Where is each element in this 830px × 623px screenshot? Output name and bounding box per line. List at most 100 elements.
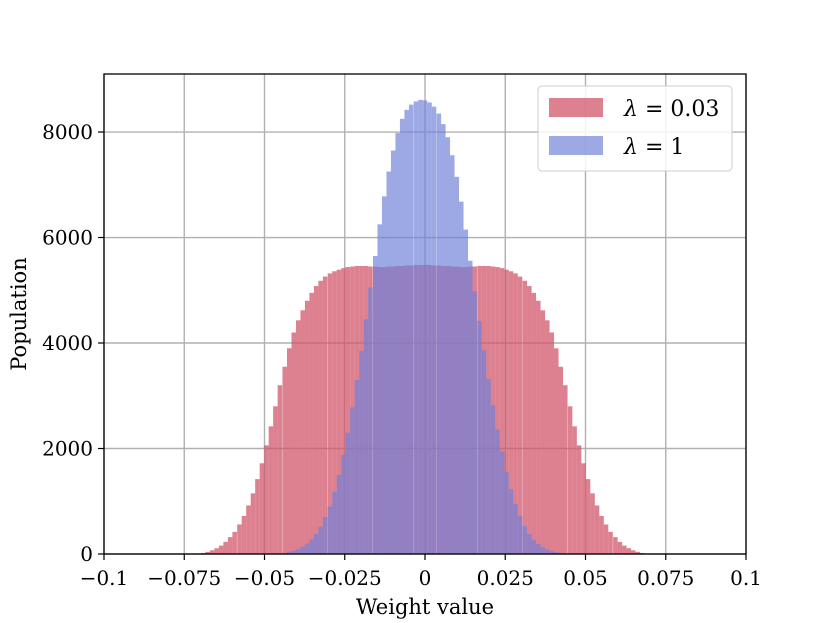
bar-series1-14 (341, 454, 346, 554)
bar-series0-76 (545, 320, 550, 554)
bar-series1-35 (436, 113, 442, 555)
y-tick-label: 4000 (42, 331, 93, 355)
bar-series0-10 (246, 505, 251, 554)
bar-series0-29 (332, 271, 337, 554)
bar-series0-68 (508, 271, 514, 554)
bar-series1-2 (286, 551, 292, 554)
bar-series0-22 (300, 310, 305, 554)
x-axis-label: Weight value (356, 595, 494, 619)
bar-series0-1 (205, 551, 210, 554)
bar-series0-70 (517, 276, 523, 554)
x-tick-label: 0 (419, 566, 432, 590)
bar-series0-13 (259, 463, 265, 554)
bar-series1-21 (372, 255, 378, 554)
bar-series0-73 (531, 292, 537, 554)
bar-series1-16 (350, 407, 355, 554)
bar-series1-42 (467, 260, 473, 554)
bar-series0-79 (558, 366, 564, 554)
bar-series0-17 (277, 385, 283, 554)
bar-series0-7 (232, 531, 237, 554)
x-tick-label: −0.1 (80, 566, 129, 590)
bar-series0-12 (255, 479, 260, 554)
bar-series0-85 (585, 479, 591, 554)
bar-series0-18 (282, 366, 287, 554)
bar-series0-89 (603, 524, 609, 554)
bar-series1-52 (513, 503, 518, 554)
bar-series1-25 (390, 150, 396, 554)
bar-series1-30 (413, 101, 419, 554)
bar-series1-11 (327, 506, 333, 554)
bar-series0-14 (264, 445, 269, 554)
bar-series0-4 (218, 545, 224, 554)
bar-series0-6 (227, 537, 233, 554)
bar-series1-59 (545, 549, 550, 554)
bar-series0-5 (223, 541, 228, 554)
bar-series1-23 (381, 196, 387, 554)
x-tick-label: −0.075 (147, 566, 221, 590)
bar-series1-60 (549, 551, 555, 554)
bar-series0-80 (563, 385, 568, 554)
bar-series1-33 (427, 102, 432, 554)
bar-series1-19 (363, 319, 369, 554)
bar-series1-46 (486, 378, 491, 554)
bar-series1-57 (536, 543, 541, 554)
bar-series1-48 (495, 429, 500, 554)
bar-series1-32 (422, 100, 428, 554)
bar-series1-8 (313, 533, 319, 554)
bar-series1-44 (477, 320, 482, 554)
legend-value: = 0.03 (638, 97, 719, 122)
axis-ticks: −0.1 −0.075 −0.05 −0.025 0 0.025 0.05 0.075 0.1 0… (42, 120, 762, 590)
bar-series0-69 (513, 273, 518, 554)
bar-series0-83 (576, 445, 582, 554)
bar-series1-9 (318, 526, 323, 554)
bar-series0-30 (336, 269, 342, 554)
bar-series1-4 (295, 549, 301, 554)
bar-series0-81 (567, 406, 573, 554)
bar-series0-92 (617, 541, 623, 554)
bar-series0-26 (318, 280, 323, 554)
y-tick-label: 8000 (42, 120, 93, 144)
y-tick-label: 0 (80, 542, 93, 566)
bar-series0-24 (309, 292, 314, 554)
y-axis-label: Population (7, 257, 31, 370)
bar-series0-21 (295, 320, 301, 554)
x-tick-label: 0.05 (563, 566, 608, 590)
bar-series0-8 (237, 524, 242, 554)
bar-series0-23 (304, 300, 310, 554)
bar-series1-28 (404, 109, 409, 554)
bar-series0-72 (527, 286, 532, 554)
bar-series0-84 (581, 463, 586, 554)
bar-series0-71 (522, 280, 528, 554)
histogram-bars (200, 99, 650, 555)
bar-series0-27 (322, 276, 328, 554)
bar-series1-51 (508, 489, 514, 554)
x-tick-label: 0.025 (477, 566, 534, 590)
bar-series1-3 (291, 550, 296, 554)
x-tick-label: −0.05 (234, 566, 295, 590)
bar-series0-11 (250, 493, 256, 554)
bar-series0-75 (540, 310, 546, 554)
legend: λ = 0.03 λ = 1 (537, 85, 733, 172)
bar-series0-9 (241, 516, 247, 554)
bar-series1-50 (504, 471, 509, 554)
bar-series1-53 (517, 516, 523, 554)
bar-series0-77 (549, 332, 555, 554)
bar-series0-90 (608, 531, 613, 554)
bar-series1-43 (472, 291, 478, 554)
bar-series0-87 (594, 505, 600, 554)
bar-series1-7 (309, 539, 314, 554)
bar-series1-34 (431, 106, 437, 554)
bar-series1-17 (354, 379, 360, 554)
bar-series0-32 (345, 267, 351, 554)
bar-series1-13 (336, 474, 342, 554)
bar-series0-2 (209, 550, 215, 554)
bar-series0-16 (273, 406, 278, 554)
bar-series1-38 (450, 155, 455, 554)
x-tick-label: −0.025 (308, 566, 382, 590)
bar-series0-86 (590, 493, 595, 554)
bar-series0-78 (554, 348, 559, 554)
bar-series1-24 (386, 171, 391, 555)
bar-series0-65 (495, 267, 500, 554)
bar-series1-45 (481, 350, 487, 554)
bar-series1-49 (499, 451, 505, 554)
